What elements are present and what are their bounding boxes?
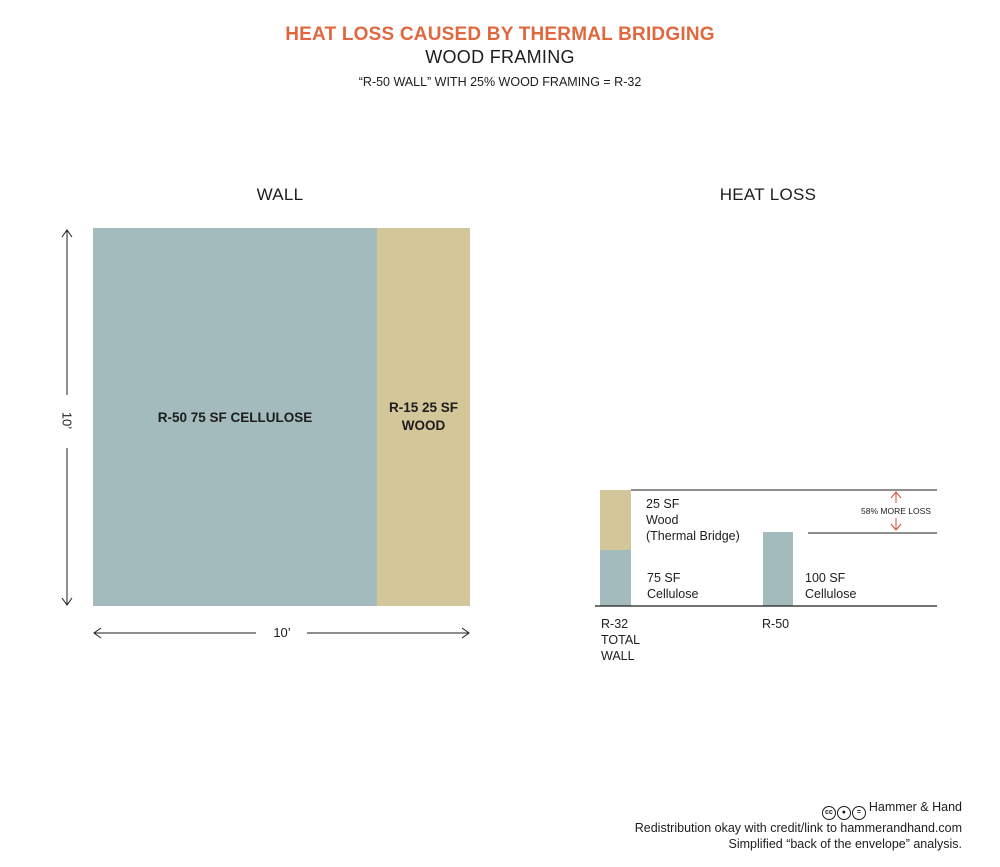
cellulose-area-label: R-50 75 SF CELLULOSE [157, 409, 313, 425]
wood-area-label-line2: WOOD [401, 418, 446, 433]
cellulose-area: R-50 75 SF CELLULOSE [93, 228, 377, 606]
license-icons: cc ● = [821, 805, 866, 820]
footer-brand: Hammer & Hand [868, 800, 962, 814]
red-arrow-up-icon [890, 491, 902, 499]
width-label: 10’ [273, 625, 291, 640]
height-label: 10’ [59, 411, 75, 430]
wood-area-label-line1: R-15 25 SF [388, 400, 459, 415]
cc-icon: cc [821, 805, 836, 820]
footer-disclaimer: Simplified “back of the envelope” analys… [728, 836, 962, 851]
page-tagline: “R-50 WALL” WITH 25% WOOD FRAMING = R-32 [358, 75, 642, 89]
arrow-left-icon [93, 627, 102, 639]
wall-heading: WALL [256, 185, 304, 204]
bar-cellulose-100 [763, 532, 793, 606]
page-subtitle: WOOD FRAMING [425, 47, 575, 67]
bar-wood-segment [600, 490, 631, 550]
bar-cellulose-75-segment [600, 550, 631, 606]
arrow-down-icon [61, 597, 73, 606]
wood-area: R-15 25 SF WOOD [377, 228, 470, 606]
heat-loss-heading: HEAT LOSS [719, 185, 817, 204]
footer-brand-line: cc ● = Hammer & Hand [635, 799, 962, 820]
page-title: HEAT LOSS CAUSED BY THERMAL BRIDGING [285, 24, 715, 45]
bar-r50-label: R-50 [762, 617, 790, 631]
no-derivatives-icon: = [851, 805, 866, 820]
arrow-up-icon [61, 229, 73, 238]
footer-redistribution: Redistribution okay with credit/link to … [634, 820, 962, 835]
more-loss-label: 58% MORE LOSS [861, 506, 931, 516]
cellulose-75-label: 75 SF Cellulose [647, 571, 699, 601]
attribution-icon: ● [836, 805, 851, 820]
wood-thermal-bridge-label: 25 SF Wood (Thermal Bridge) [646, 497, 740, 543]
cellulose-100-label: 100 SF Cellulose [805, 571, 857, 601]
arrow-right-icon [461, 627, 470, 639]
footer: cc ● = Hammer & Hand Redistribution okay… [635, 799, 962, 852]
red-arrow-down-icon [890, 523, 902, 531]
bar-r32-label: R-32 TOTAL WALL [601, 617, 641, 663]
